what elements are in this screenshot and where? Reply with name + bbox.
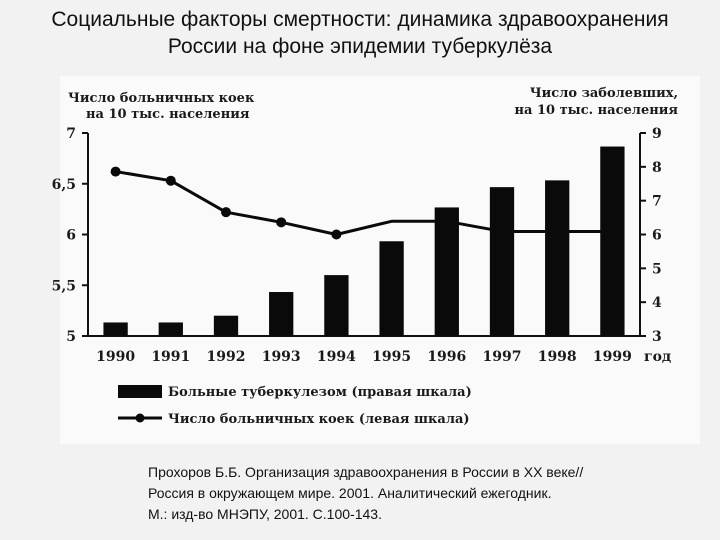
bar-1992 (213, 315, 239, 336)
left-tick-label: 5,5 (52, 278, 76, 294)
x-tick-label: 1991 (151, 349, 190, 365)
x-tick-label: 1997 (483, 349, 522, 365)
x-tick-label: 1994 (317, 349, 356, 365)
bar-1990 (103, 322, 128, 336)
right-tick-label: 4 (652, 295, 662, 311)
x-tick-label: 1999 (593, 349, 632, 365)
line-point-1990 (110, 166, 121, 177)
right-tick-label: 8 (652, 160, 662, 176)
x-tick-label: 1998 (538, 349, 577, 365)
plot-area: 5 5,5 6 6,5 7 3 4 5 6 7 8 9 1990 1991 1992 1993 1994 1995… (52, 126, 672, 365)
right-tick-label: 5 (652, 261, 662, 277)
left-tick-label: 5 (66, 329, 76, 345)
left-tick-label: 7 (66, 126, 76, 142)
hospital-beds-line (115, 170, 613, 236)
line-point-1992 (221, 207, 231, 218)
slide-title: Социальные факторы смертности: динамика … (0, 6, 720, 60)
bar-1994 (324, 275, 349, 336)
x-axis-suffix: год (644, 349, 671, 365)
bar-1997 (489, 187, 515, 336)
left-tick-label: 6 (66, 228, 76, 244)
citation-line-2: Россия в окружающем мире. 2001. Аналитич… (148, 485, 552, 501)
legend-bar-swatch (118, 385, 162, 398)
x-tick-label: 1995 (372, 349, 411, 365)
legend-line-label: Число больничных коек (левая шкала) (168, 412, 470, 427)
legend-line-marker (135, 413, 145, 423)
line-point-1991 (165, 175, 176, 186)
right-axis-title-line-2: на 10 тыс. населения (515, 103, 679, 118)
slide-title-line-2: России на фоне эпидемии туберкулёза (167, 35, 553, 58)
bar-1995 (379, 241, 404, 336)
right-tick-label: 9 (652, 126, 662, 142)
left-axis-title-line-2: на 10 тыс. населения (86, 107, 250, 122)
legend-bar-label: Больные туберкулезом (правая шкала) (168, 385, 472, 400)
source-citation: Прохоров Б.Б. Организация здравоохранени… (148, 462, 708, 525)
slide-title-line-1: Социальные факторы смертности: динамика … (51, 8, 669, 31)
bar-1993 (269, 292, 294, 336)
left-tick-label: 6,5 (52, 177, 76, 193)
right-tick-label: 6 (652, 228, 662, 244)
x-tick-label: 1990 (96, 349, 135, 365)
citation-line-1: Прохоров Б.Б. Организация здравоохранени… (148, 464, 584, 480)
bar-1996 (434, 207, 459, 336)
bar-1999 (600, 146, 625, 336)
x-tick-label: 1992 (207, 349, 246, 365)
citation-line-3: М.: изд-во МНЭПУ, 2001. С.100-143. (148, 506, 382, 522)
legend: Больные туберкулезом (правая шкала) Числ… (118, 385, 472, 427)
right-tick-label: 3 (652, 329, 662, 345)
bar-1991 (158, 322, 183, 336)
x-tick-label: 1993 (262, 349, 301, 365)
bar-1998 (545, 180, 570, 336)
right-tick-label: 7 (652, 194, 662, 210)
left-axis-title-line-1: Число больничных коек (68, 91, 255, 106)
line-point-1993 (276, 217, 287, 228)
line-point-1994 (331, 229, 342, 240)
right-axis-title-line-1: Число заболевших, (530, 86, 678, 101)
x-tick-label: 1996 (427, 349, 466, 365)
